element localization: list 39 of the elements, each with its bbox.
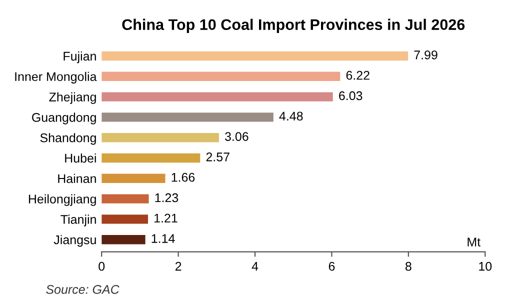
x-tick-label: 2: [175, 262, 182, 271]
bar: [102, 235, 146, 244]
x-tick-label: 8: [406, 262, 412, 271]
data-label: 2.57: [206, 152, 230, 162]
bar: [102, 51, 408, 61]
bar: [102, 112, 274, 122]
x-tick-label: 0: [98, 262, 105, 271]
data-label: 6.03: [339, 91, 362, 100]
data-label: 4.48: [279, 112, 303, 121]
x-tick-label: 6: [328, 262, 335, 271]
y-tick-label: Inner Mongolia: [15, 72, 97, 84]
bar: [102, 174, 166, 183]
data-label: 7.99: [414, 50, 438, 60]
y-tick-label: Guangdong: [32, 112, 96, 124]
x-axis-title: Mt: [468, 238, 480, 246]
data-label: 1.21: [154, 214, 178, 222]
source-note: Source: GAC: [46, 285, 120, 294]
y-tick-label: Heilongjiang: [28, 194, 96, 206]
y-tick-label: Hubei: [65, 153, 96, 163]
y-tick-label: Shandong: [40, 133, 96, 145]
bar: [102, 133, 219, 142]
y-tick-label: Fujian: [64, 51, 96, 64]
data-label: 1.66: [172, 172, 195, 182]
y-tick-label: Hainan: [58, 174, 96, 184]
bar: [102, 214, 148, 224]
data-label: 1.14: [152, 234, 175, 243]
y-tick-label: Jiangsu: [54, 235, 96, 247]
bar: [102, 92, 333, 102]
data-label: 1.23: [155, 193, 178, 202]
bar: [102, 72, 340, 81]
x-tick-label: 10: [479, 262, 492, 271]
data-label: 6.22: [346, 70, 370, 80]
data-label: 3.06: [224, 132, 248, 141]
y-tick-label: Zhejiang: [49, 92, 96, 104]
chart-title: China Top 10 Coal Import Provinces in Jul 2026: [122, 18, 465, 34]
y-tick-label: Tianjin: [60, 214, 96, 226]
x-tick-label: 4: [252, 262, 258, 271]
bar: [102, 153, 200, 163]
bar: [102, 194, 149, 204]
